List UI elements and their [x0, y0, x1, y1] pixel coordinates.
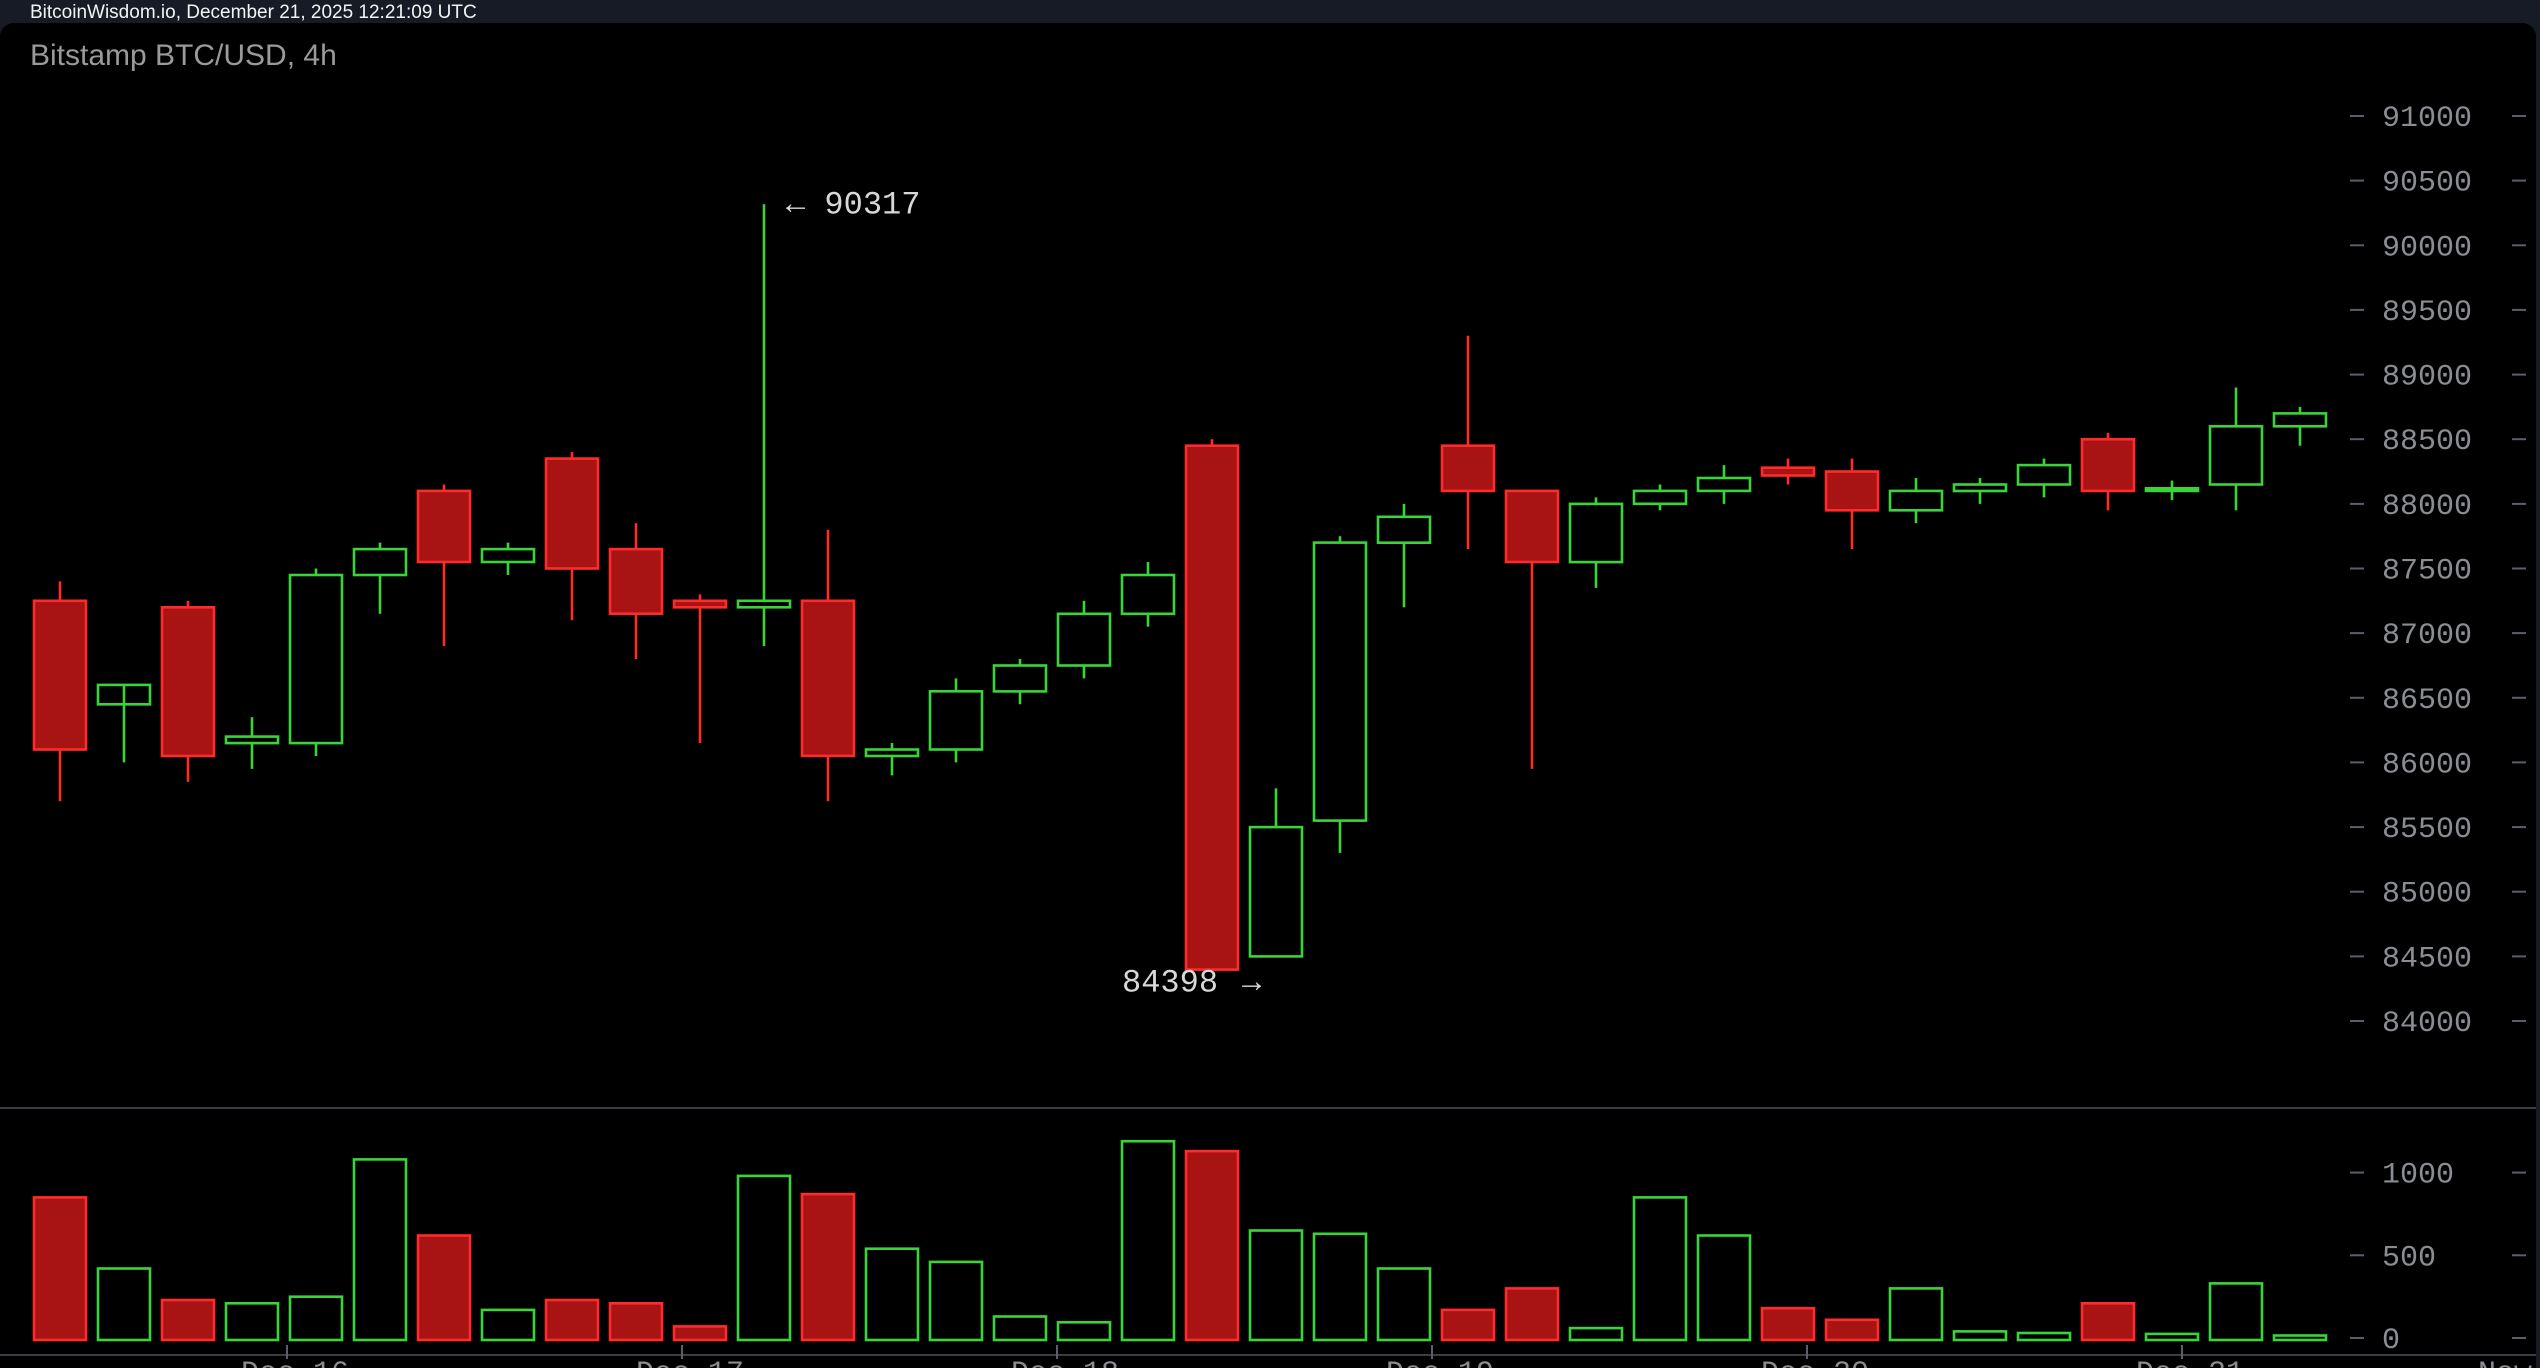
svg-text:89000: 89000 [2382, 361, 2472, 395]
svg-text:← 90317: ← 90317 [786, 186, 920, 223]
svg-text:84000: 84000 [2382, 1007, 2472, 1041]
svg-text:90500: 90500 [2382, 167, 2472, 201]
svg-text:91000: 91000 [2382, 102, 2472, 136]
svg-text:Now: Now [2478, 1357, 2532, 1368]
svg-text:1000: 1000 [2382, 1159, 2454, 1193]
svg-text:84398: 84398 [1122, 965, 1218, 1002]
svg-text:Dec 17: Dec 17 [636, 1357, 744, 1368]
svg-text:89500: 89500 [2382, 296, 2472, 330]
svg-text:85000: 85000 [2382, 878, 2472, 912]
svg-text:85500: 85500 [2382, 813, 2472, 847]
svg-text:Dec 19: Dec 19 [1386, 1357, 1494, 1368]
svg-text:88000: 88000 [2382, 490, 2472, 524]
svg-text:86000: 86000 [2382, 748, 2472, 782]
svg-text:→: → [1242, 965, 1262, 1002]
svg-text:Dec 20: Dec 20 [1761, 1357, 1869, 1368]
svg-text:Dec 18: Dec 18 [1011, 1357, 1119, 1368]
svg-text:Dec 21: Dec 21 [2136, 1357, 2244, 1368]
svg-text:87000: 87000 [2382, 619, 2472, 653]
svg-text:86500: 86500 [2382, 684, 2472, 718]
svg-text:84500: 84500 [2382, 942, 2472, 976]
svg-text:Dec 16: Dec 16 [241, 1357, 349, 1368]
svg-text:90000: 90000 [2382, 231, 2472, 265]
svg-text:500: 500 [2382, 1241, 2436, 1275]
svg-text:0: 0 [2382, 1324, 2400, 1358]
svg-text:87500: 87500 [2382, 555, 2472, 589]
svg-text:88500: 88500 [2382, 425, 2472, 459]
